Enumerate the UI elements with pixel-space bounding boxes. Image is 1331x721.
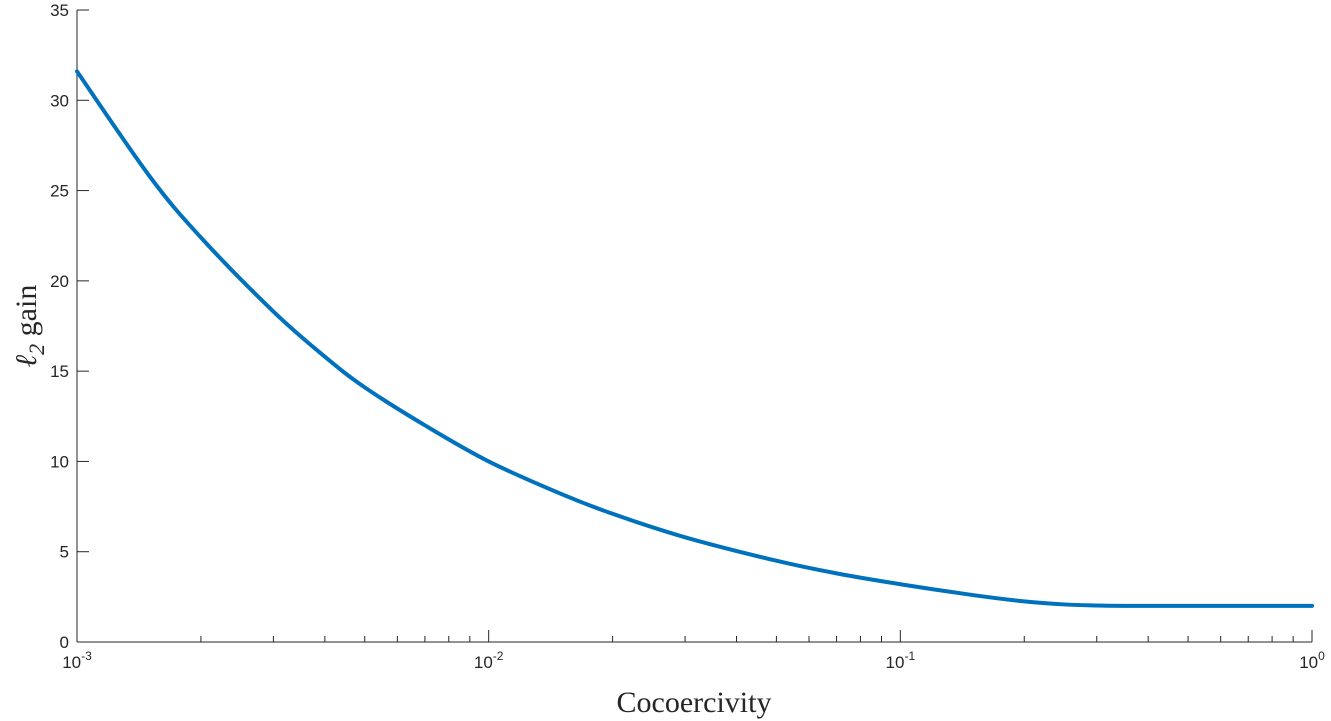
x-minor-ticks (200, 636, 1294, 642)
series-group (75, 69, 1314, 608)
y-axis-title-main: ℓ (10, 354, 43, 367)
y-ticks: 0 5 10 15 20 25 30 35 (50, 1, 89, 652)
x-ticks: 10-3 10-2 10-1 100 (62, 630, 1325, 672)
y-axis-title-tail: gain (10, 285, 43, 344)
y-axis-title-group: ℓ2 gain (10, 285, 49, 368)
y-axis-title: ℓ2 gain (10, 285, 49, 368)
series-line (75, 69, 1314, 608)
x-tick-label: 100 (1299, 649, 1325, 672)
x-tick-label: 10-2 (474, 649, 504, 672)
y-tick-label: 10 (50, 452, 69, 471)
y-tick-label: 0 (60, 633, 69, 652)
x-tick-label: 10-1 (886, 649, 916, 672)
y-tick-label: 35 (50, 1, 69, 20)
y-tick-label: 20 (50, 272, 69, 291)
y-tick-label: 5 (60, 543, 69, 562)
y-tick-label: 15 (50, 362, 69, 381)
y-axis-title-subscript: 2 (24, 344, 49, 355)
x-tick-label: 10-3 (62, 649, 92, 672)
y-tick-label: 30 (50, 91, 69, 110)
axes (76, 10, 1312, 643)
x-axis-title: Cocoercivity (617, 686, 772, 719)
y-tick-label: 25 (50, 182, 69, 201)
